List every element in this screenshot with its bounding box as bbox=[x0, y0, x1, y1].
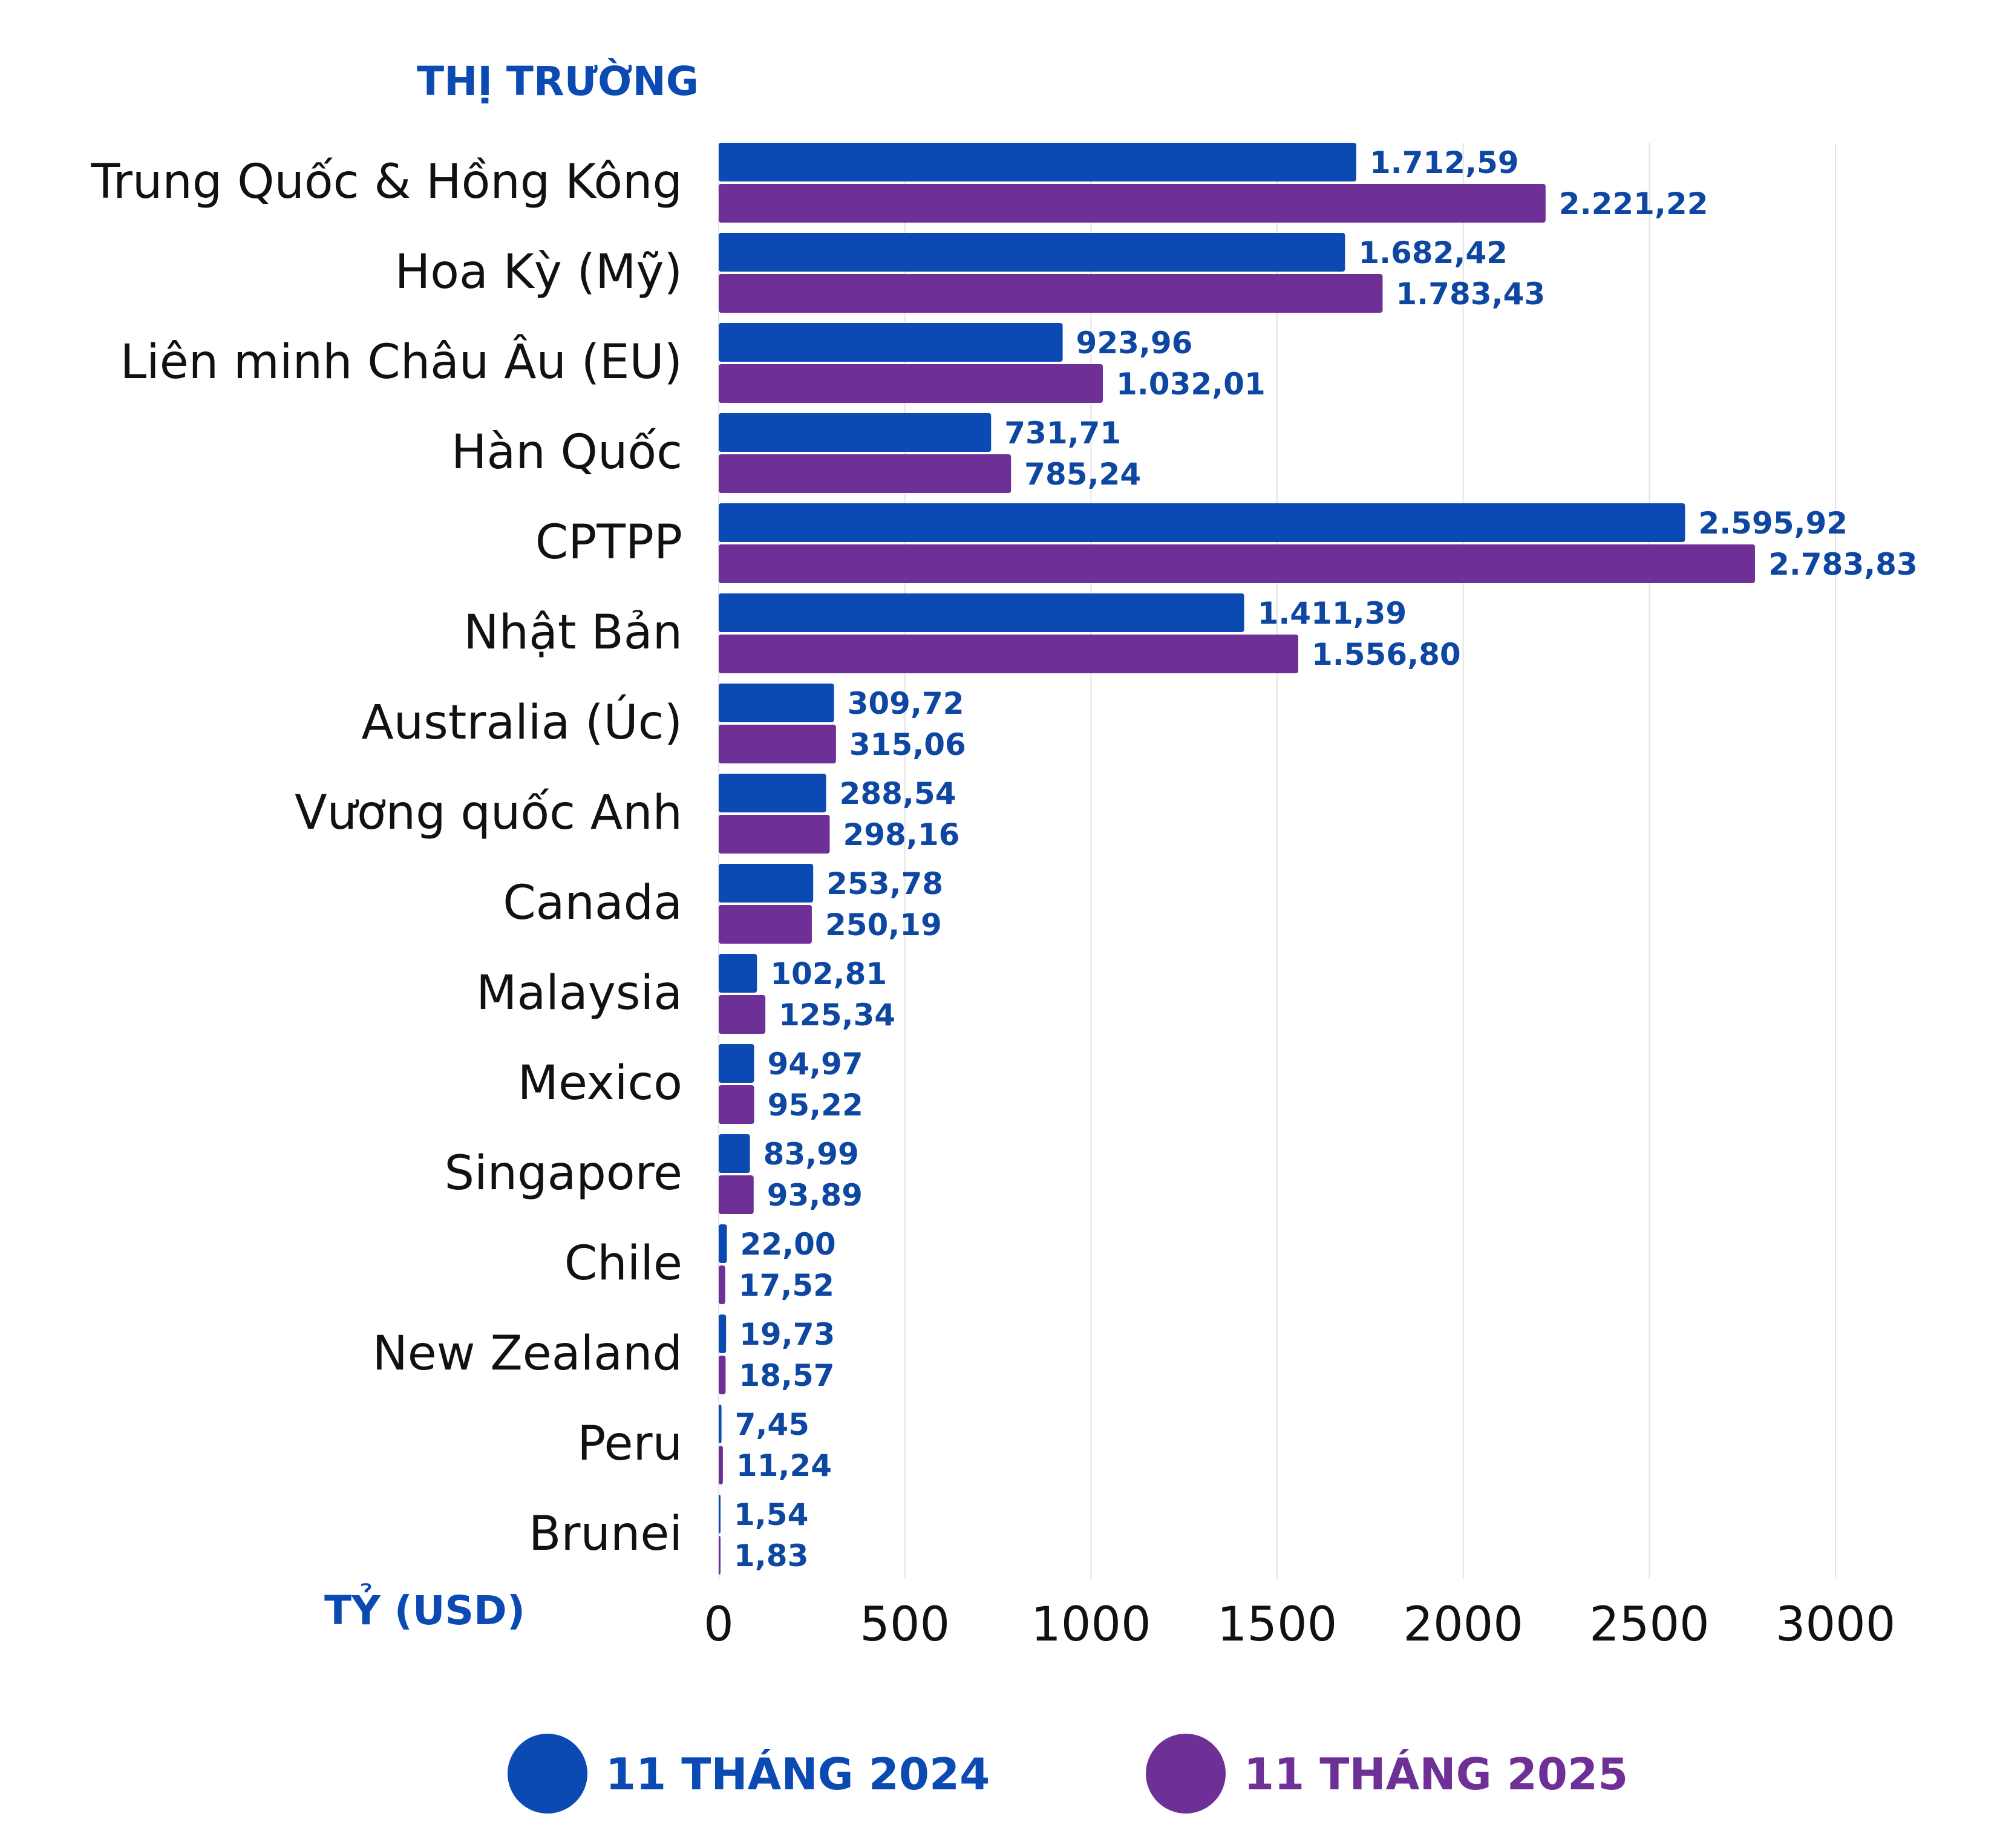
legend-swatch-1 bbox=[508, 1734, 587, 1814]
value-label-brunei-2: 1,83 bbox=[734, 1538, 808, 1573]
bar-malaysia-2 bbox=[719, 995, 766, 1034]
value-label-trung-quoc-hong-kong-2: 2.221,22 bbox=[1559, 186, 1708, 221]
legend: 11 THÁNG 2024 11 THÁNG 2025 bbox=[508, 1734, 1628, 1814]
bar-vuong-quoc-anh-2 bbox=[719, 815, 830, 854]
category-label-nhat-ban: Nhật Bản bbox=[463, 606, 682, 660]
value-label-peru-1: 7,45 bbox=[735, 1407, 809, 1442]
value-label-nhat-ban-2: 1.556,80 bbox=[1312, 637, 1461, 672]
value-label-chile-1: 22,00 bbox=[740, 1227, 836, 1262]
value-label-australia-uc-2: 315,06 bbox=[849, 727, 966, 762]
bar-hoa-ky-my-2 bbox=[719, 274, 1383, 313]
value-label-hoa-ky-my-1: 1.682,42 bbox=[1358, 235, 1508, 270]
value-label-singapore-1: 83,99 bbox=[763, 1137, 859, 1172]
legend-label-2: 11 THÁNG 2025 bbox=[1244, 1749, 1628, 1800]
bar-singapore-2 bbox=[719, 1175, 754, 1214]
x-tick-3000: 3000 bbox=[1776, 1598, 1896, 1652]
value-label-australia-uc-1: 309,72 bbox=[848, 686, 964, 721]
bar-mexico-1 bbox=[719, 1044, 754, 1083]
value-label-brunei-1: 1,54 bbox=[734, 1497, 808, 1532]
value-label-new-zealand-2: 18,57 bbox=[739, 1358, 834, 1393]
bar-chile-2 bbox=[719, 1265, 725, 1304]
value-label-lien-minh-chau-au-eu-1: 923,96 bbox=[1076, 325, 1193, 361]
category-label-singapore: Singapore bbox=[444, 1146, 682, 1201]
value-label-vuong-quoc-anh-1: 288,54 bbox=[840, 776, 956, 811]
legend-label-1: 11 THÁNG 2024 bbox=[606, 1749, 990, 1800]
bar-new-zealand-2 bbox=[719, 1356, 726, 1394]
value-label-trung-quoc-hong-kong-1: 1.712,59 bbox=[1370, 145, 1519, 180]
bar-canada-1 bbox=[719, 864, 814, 903]
category-label-malaysia: Malaysia bbox=[476, 966, 682, 1020]
legend-swatch-2 bbox=[1146, 1734, 1226, 1814]
bar-australia-uc-2 bbox=[719, 725, 836, 763]
category-label-australia-uc: Australia (Úc) bbox=[361, 694, 682, 750]
x-tick-1000: 1000 bbox=[1031, 1598, 1151, 1652]
bar-lien-minh-chau-au-eu-1 bbox=[719, 323, 1063, 362]
bar-brunei-1 bbox=[719, 1495, 721, 1533]
bar-hoa-ky-my-1 bbox=[719, 233, 1345, 272]
value-label-vuong-quoc-anh-2: 298,16 bbox=[843, 817, 959, 852]
x-tick-1500: 1500 bbox=[1217, 1598, 1338, 1652]
category-label-brunei: Brunei bbox=[529, 1507, 682, 1561]
bar-peru-2 bbox=[719, 1446, 723, 1484]
category-label-trung-quoc-hong-kong: Trung Quốc & Hồng Kông bbox=[91, 155, 682, 209]
value-label-nhat-ban-1: 1.411,39 bbox=[1257, 596, 1407, 631]
category-label-vuong-quoc-anh: Vương quốc Anh bbox=[295, 786, 682, 840]
bar-lien-minh-chau-au-eu-2 bbox=[719, 364, 1103, 403]
bar-singapore-1 bbox=[719, 1134, 750, 1173]
value-label-han-quoc-2: 785,24 bbox=[1024, 457, 1141, 492]
value-label-cptpp-2: 2.783,83 bbox=[1768, 547, 1918, 582]
category-label-lien-minh-chau-au-eu: Liên minh Châu Âu (EU) bbox=[120, 334, 682, 390]
value-label-new-zealand-1: 19,73 bbox=[739, 1317, 835, 1352]
category-label-new-zealand: New Zealand bbox=[372, 1327, 682, 1381]
value-label-mexico-2: 95,22 bbox=[768, 1088, 863, 1123]
value-label-cptpp-1: 2.595,92 bbox=[1698, 506, 1848, 541]
bar-australia-uc-1 bbox=[719, 684, 834, 722]
value-label-lien-minh-chau-au-eu-2: 1.032,01 bbox=[1116, 367, 1266, 402]
bar-han-quoc-2 bbox=[719, 454, 1012, 493]
category-label-chile: Chile bbox=[564, 1236, 682, 1291]
bar-mexico-2 bbox=[719, 1085, 754, 1124]
value-label-hoa-ky-my-2: 1.783,43 bbox=[1396, 276, 1545, 312]
category-label-canada: Canada bbox=[503, 876, 682, 930]
value-label-malaysia-2: 125,34 bbox=[779, 997, 895, 1033]
value-label-malaysia-1: 102,81 bbox=[770, 956, 887, 991]
x-tick-2500: 2500 bbox=[1589, 1598, 1710, 1652]
value-label-canada-1: 253,78 bbox=[826, 866, 943, 901]
y-axis-title: THỊ TRƯỜNG bbox=[417, 58, 699, 105]
bar-trung-quoc-hong-kong-2 bbox=[719, 184, 1546, 223]
x-axis-title: TỶ (USD) bbox=[324, 1582, 525, 1634]
category-label-hoa-ky-my: Hoa Kỳ (Mỹ) bbox=[395, 245, 682, 299]
value-label-canada-2: 250,19 bbox=[825, 907, 942, 942]
category-label-mexico: Mexico bbox=[518, 1056, 682, 1111]
value-label-singapore-2: 93,89 bbox=[767, 1178, 863, 1213]
value-label-mexico-1: 94,97 bbox=[767, 1046, 863, 1082]
value-label-peru-2: 11,24 bbox=[736, 1448, 832, 1483]
value-labels: 1.712,59 2.221,22 1.682,42 1.783,43 923,96 1.… bbox=[734, 145, 1918, 1573]
x-tick-0: 0 bbox=[704, 1598, 734, 1652]
category-label-peru: Peru bbox=[577, 1417, 682, 1471]
bar-han-quoc-1 bbox=[719, 413, 992, 452]
value-label-chile-2: 17,52 bbox=[739, 1268, 834, 1303]
x-tick-500: 500 bbox=[860, 1598, 950, 1652]
category-labels: Trung Quốc & Hồng Kông Hoa Kỳ (Mỹ) Liên mi… bbox=[91, 155, 682, 1561]
value-label-han-quoc-1: 731,71 bbox=[1004, 416, 1121, 451]
bar-chile-1 bbox=[719, 1224, 727, 1263]
bar-trung-quoc-hong-kong-1 bbox=[719, 143, 1356, 181]
bar-cptpp-1 bbox=[719, 503, 1685, 542]
bar-malaysia-1 bbox=[719, 954, 757, 993]
bar-vuong-quoc-anh-1 bbox=[719, 774, 826, 812]
category-label-han-quoc: Hàn Quốc bbox=[451, 425, 682, 480]
bar-new-zealand-1 bbox=[719, 1314, 727, 1353]
bar-brunei-2 bbox=[719, 1536, 721, 1575]
bar-canada-2 bbox=[719, 905, 812, 944]
bar-peru-1 bbox=[719, 1405, 722, 1443]
category-label-cptpp: CPTPP bbox=[535, 515, 682, 570]
x-axis-ticks: 0 500 1000 1500 2000 2500 3000 bbox=[704, 1598, 1895, 1652]
x-tick-2000: 2000 bbox=[1403, 1598, 1523, 1652]
bar-nhat-ban-1 bbox=[719, 593, 1244, 632]
bar-nhat-ban-2 bbox=[719, 635, 1298, 673]
bars-group bbox=[719, 143, 1755, 1575]
bar-cptpp-2 bbox=[719, 544, 1755, 583]
